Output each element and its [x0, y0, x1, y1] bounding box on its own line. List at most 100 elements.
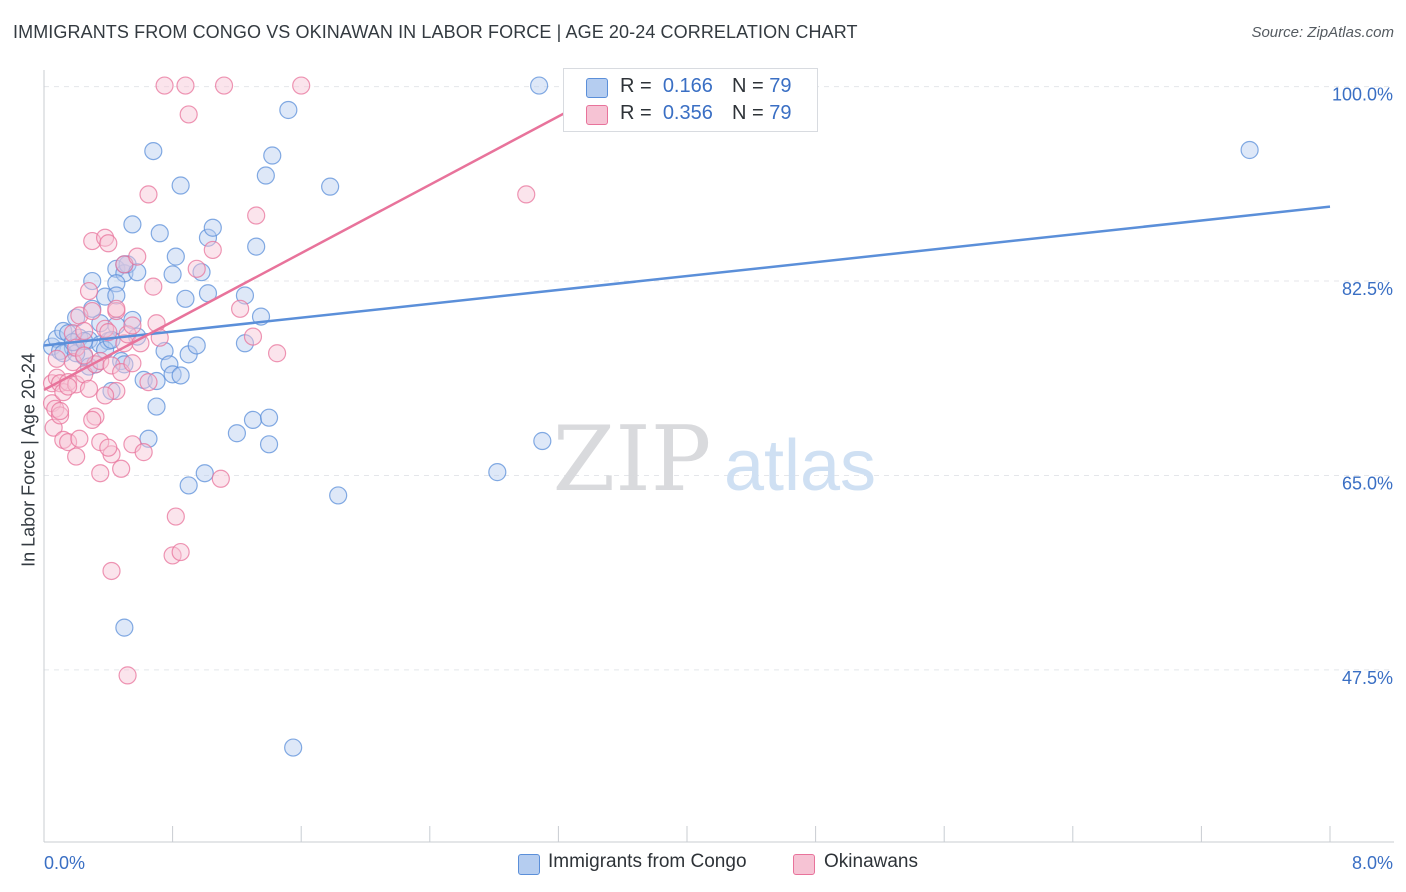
- y-tick-label: 47.5%: [1342, 668, 1393, 688]
- data-point: [79, 379, 99, 398]
- data-point: [107, 286, 126, 305]
- data-point: [171, 366, 190, 385]
- data-point: [166, 507, 185, 526]
- data-point: [517, 185, 536, 204]
- legend-r-value-okinawans: 0.356: [662, 102, 713, 124]
- data-point: [187, 259, 206, 278]
- data-point: [292, 76, 311, 95]
- data-point: [214, 76, 234, 95]
- legend-swatch-okinawans: [586, 105, 608, 125]
- legend-r-value-congo: 0.166: [662, 75, 713, 97]
- data-point: [86, 407, 105, 426]
- data-point: [83, 271, 102, 291]
- x-tick-label-min: 0.0%: [44, 853, 85, 873]
- data-point: [123, 316, 142, 335]
- data-point: [179, 476, 198, 495]
- data-point: [263, 146, 282, 165]
- data-point: [118, 666, 137, 685]
- data-point: [329, 486, 348, 505]
- data-point: [203, 218, 222, 237]
- data-point: [195, 464, 214, 483]
- data-point: [70, 429, 89, 448]
- watermark-zip: ZIP: [553, 407, 712, 512]
- data-point: [99, 438, 118, 457]
- y-axis-label: In Labor Force | Age 20-24: [18, 353, 39, 567]
- data-point: [211, 469, 230, 488]
- tick-labels: 47.5% 65.0% 82.5% 100.0% 0.0% 8.0%: [44, 85, 1393, 873]
- data-point: [176, 76, 195, 95]
- data-point: [176, 289, 195, 308]
- legend-n-value-okinawans: 79: [769, 102, 792, 124]
- legend-r-okinawans: R = 0.356: [620, 102, 713, 124]
- chart-title: IMMIGRANTS FROM CONGO VS OKINAWAN IN LAB…: [13, 22, 858, 42]
- data-point: [144, 141, 163, 161]
- data-point: [259, 408, 279, 427]
- source-label: Source: ZipAtlas.com: [1251, 24, 1394, 41]
- data-point: [99, 323, 118, 342]
- data-point: [123, 215, 142, 234]
- data-point: [139, 185, 158, 204]
- data-point: [171, 542, 190, 562]
- x-tick-label-max: 8.0%: [1352, 853, 1393, 873]
- data-point: [488, 463, 507, 482]
- legend-n-congo: N = 79: [732, 75, 792, 97]
- data-point: [533, 431, 552, 451]
- axes: [43, 70, 1394, 843]
- data-point: [107, 299, 126, 318]
- data-point: [79, 281, 99, 301]
- trend-line-congo: [43, 205, 1331, 347]
- data-point: [59, 433, 78, 452]
- legend-n-value-congo: 79: [769, 75, 792, 97]
- data-point: [91, 464, 110, 483]
- legend-n-okinawans: N = 79: [732, 102, 792, 124]
- data-point: [107, 381, 126, 401]
- trend-lines: [43, 81, 1331, 392]
- data-point: [47, 349, 66, 368]
- data-point: [123, 354, 142, 373]
- bottom-legend-label-okinawans: Okinawans: [824, 851, 918, 872]
- data-point: [102, 356, 121, 375]
- data-point: [259, 435, 279, 454]
- data-point: [243, 410, 263, 429]
- data-point: [112, 459, 131, 478]
- data-point: [83, 301, 102, 321]
- bottom-legend-label-congo: Immigrants from Congo: [548, 851, 747, 872]
- data-point: [115, 618, 134, 637]
- bottom-legend-swatch-congo: [518, 854, 540, 875]
- legend-r-congo: R = 0.166: [620, 75, 713, 97]
- stats-legend: R = 0.166 N = 79 R = 0.356 N = 79: [563, 68, 818, 132]
- data-point: [83, 410, 102, 429]
- data-point: [187, 336, 206, 355]
- data-point: [134, 443, 153, 462]
- data-point: [256, 166, 275, 185]
- bottom-legend-swatch-okinawans: [793, 854, 815, 875]
- data-point: [147, 397, 166, 416]
- data-point: [144, 277, 163, 296]
- data-point: [247, 237, 266, 256]
- data-point: [267, 344, 287, 363]
- data-point: [95, 228, 115, 247]
- data-point: [247, 206, 266, 225]
- y-tick-label: 65.0%: [1342, 473, 1393, 493]
- data-point: [150, 224, 169, 243]
- data-point: [321, 177, 340, 196]
- watermark: ZIP atlas: [553, 407, 876, 512]
- data-point: [99, 234, 118, 253]
- data-point: [203, 240, 222, 260]
- y-tick-label: 82.5%: [1342, 279, 1393, 299]
- data-point: [155, 76, 174, 95]
- data-point: [166, 247, 185, 266]
- data-point: [123, 310, 142, 330]
- data-point: [95, 319, 115, 338]
- trend-line-okinawans: [43, 81, 624, 392]
- data-point: [50, 406, 70, 425]
- data-point: [160, 355, 179, 374]
- data-point: [128, 247, 147, 266]
- data-point: [279, 100, 298, 120]
- data-point: [192, 263, 211, 282]
- data-point: [1240, 140, 1259, 160]
- data-point: [50, 401, 70, 421]
- data-point: [530, 76, 549, 95]
- data-point: [243, 327, 263, 346]
